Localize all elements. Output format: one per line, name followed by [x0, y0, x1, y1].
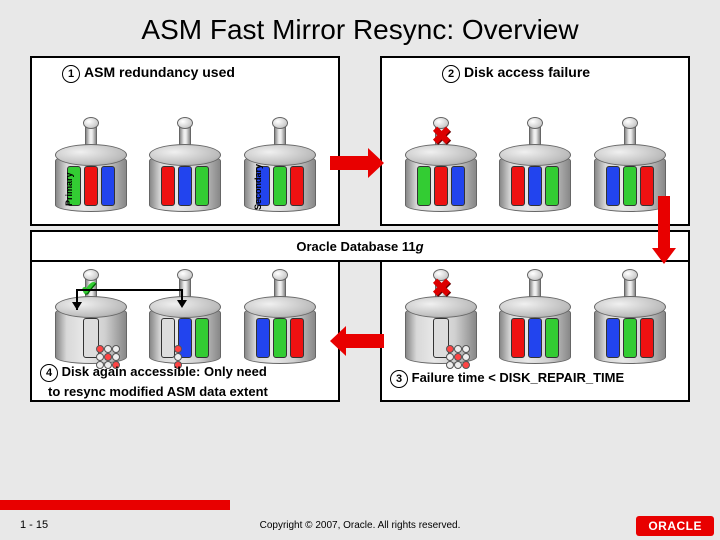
- panel-step1: 1 ASM redundancy used Primary Secondary: [30, 56, 340, 226]
- step-number-1: 1: [62, 65, 80, 83]
- step-number-3: 3: [390, 370, 408, 388]
- step-label-3: Failure time < DISK_REPAIR_TIME: [412, 370, 625, 385]
- diagram-grid: 1 ASM redundancy used Primary Secondary …: [0, 52, 720, 406]
- cyl-row-3: ✖: [382, 296, 688, 364]
- cyl-row-2: ✖: [382, 144, 688, 212]
- cross-icon: ✖: [429, 278, 455, 304]
- step-number-4: 4: [40, 364, 58, 382]
- step-label-4b: to resync modified ASM data extent: [48, 384, 268, 399]
- step-number-2: 2: [442, 65, 460, 83]
- panel-step2: 2 Disk access failure ✖: [380, 56, 690, 226]
- cyl-row-4: ✔: [32, 296, 338, 364]
- cross-icon: ✖: [429, 126, 455, 152]
- step-label-2: Disk access failure: [464, 64, 590, 80]
- oracle-logo: ORACLE: [636, 516, 714, 536]
- db-band: Oracle Database 11g: [30, 230, 690, 262]
- step-label-1: ASM redundancy used: [84, 64, 235, 80]
- footer: 1 - 15 Copyright © 2007, Oracle. All rig…: [0, 510, 720, 540]
- check-icon: ✔: [81, 276, 98, 301]
- accent-bar: [0, 500, 230, 510]
- copyright-text: Copyright © 2007, Oracle. All rights res…: [0, 520, 720, 531]
- cyl-row-1: Primary Secondary: [32, 144, 338, 212]
- primary-label: Primary: [64, 172, 74, 206]
- secondary-label: Secondary: [253, 164, 263, 210]
- page-title: ASM Fast Mirror Resync: Overview: [0, 0, 720, 52]
- step-label-4a: Disk again accessible: Only need: [62, 364, 267, 379]
